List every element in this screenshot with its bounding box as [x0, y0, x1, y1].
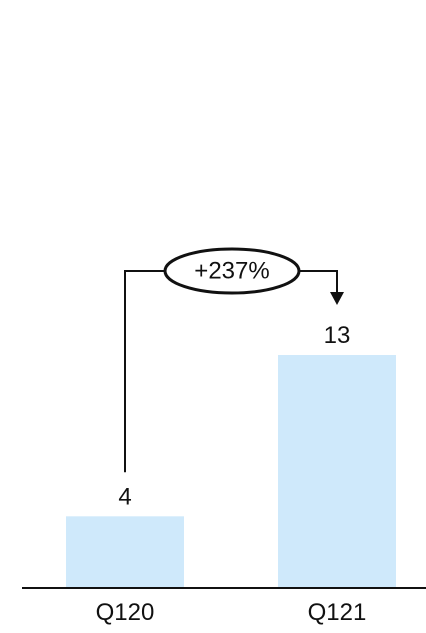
bars [66, 355, 396, 588]
bar-q121 [278, 355, 396, 588]
labels: 4 Q120 13 Q121 [96, 322, 367, 626]
category-label-q120: Q120 [96, 599, 155, 626]
bar-q120 [66, 516, 184, 588]
growth-annotation-oval [163, 247, 301, 295]
value-label-q120: 4 [118, 483, 131, 510]
growth-connector: +237% [124, 247, 344, 473]
category-label-q121: Q121 [308, 599, 367, 626]
growth-annotation-label: +237% [194, 258, 269, 285]
arrow-down-icon [330, 292, 344, 305]
value-label-q121: 13 [324, 322, 351, 349]
